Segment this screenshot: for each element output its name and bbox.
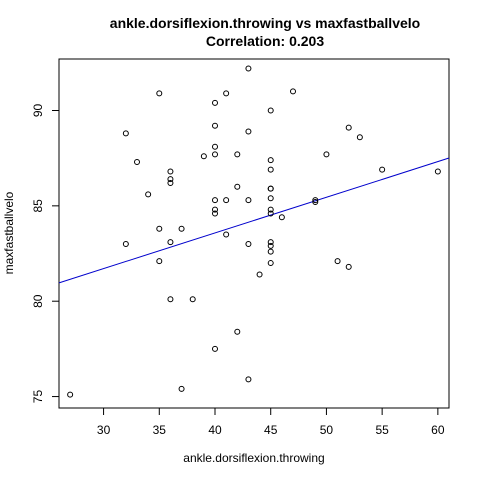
data-point [168, 297, 173, 302]
regression-line-group [59, 158, 449, 283]
data-point [201, 154, 206, 159]
data-point [246, 129, 251, 134]
data-point [157, 259, 162, 264]
data-point [346, 125, 351, 130]
data-point [357, 135, 362, 140]
data-point [268, 196, 273, 201]
data-points [68, 66, 441, 397]
data-point [68, 392, 73, 397]
data-point [268, 249, 273, 254]
data-point [268, 108, 273, 113]
y-axis-label: maxfastballvelo [2, 191, 16, 274]
data-point [257, 272, 262, 277]
y-axis: 75 80 85 90 [31, 103, 59, 403]
data-point [246, 66, 251, 71]
data-point [168, 169, 173, 174]
data-point [213, 100, 218, 105]
data-point [246, 198, 251, 203]
data-point [346, 264, 351, 269]
data-point [146, 192, 151, 197]
data-point [335, 259, 340, 264]
y-tick-label: 75 [31, 390, 45, 404]
data-point [213, 123, 218, 128]
x-axis-label: ankle.dorsiflexion.throwing [183, 451, 324, 465]
data-point [246, 241, 251, 246]
data-point [435, 169, 440, 174]
x-tick-label: 50 [320, 423, 334, 437]
data-point [235, 329, 240, 334]
data-point [235, 152, 240, 157]
data-point [157, 226, 162, 231]
data-point [213, 152, 218, 157]
data-point [123, 241, 128, 246]
chart-title: ankle.dorsiflexion.throwing vs maxfastba… [110, 15, 420, 31]
data-point [268, 261, 273, 266]
data-point [291, 89, 296, 94]
chart-subtitle: Correlation: 0.203 [206, 33, 324, 49]
y-tick-label: 90 [31, 103, 45, 117]
y-tick-label: 85 [31, 199, 45, 213]
data-point [213, 198, 218, 203]
data-point [268, 158, 273, 163]
data-point [224, 91, 229, 96]
data-point [157, 91, 162, 96]
data-point [235, 184, 240, 189]
data-point [224, 198, 229, 203]
data-point [380, 167, 385, 172]
x-tick-label: 30 [97, 423, 111, 437]
data-point [246, 377, 251, 382]
data-point [168, 240, 173, 245]
x-tick-label: 35 [153, 423, 167, 437]
x-tick-label: 60 [431, 423, 445, 437]
data-point [123, 131, 128, 136]
data-point [279, 215, 284, 220]
x-axis: 30 35 40 45 50 55 60 [97, 408, 445, 437]
data-point [179, 226, 184, 231]
data-point [268, 186, 273, 191]
x-tick-label: 45 [264, 423, 278, 437]
y-tick-label: 80 [31, 294, 45, 308]
data-point [224, 232, 229, 237]
x-tick-label: 40 [208, 423, 222, 437]
data-point [213, 346, 218, 351]
data-point [324, 152, 329, 157]
plot-area-border [59, 59, 449, 408]
data-point [268, 167, 273, 172]
x-tick-label: 55 [375, 423, 389, 437]
data-point [213, 144, 218, 149]
data-point [179, 386, 184, 391]
regression-line [59, 158, 449, 283]
data-point [135, 159, 140, 164]
data-point [190, 297, 195, 302]
